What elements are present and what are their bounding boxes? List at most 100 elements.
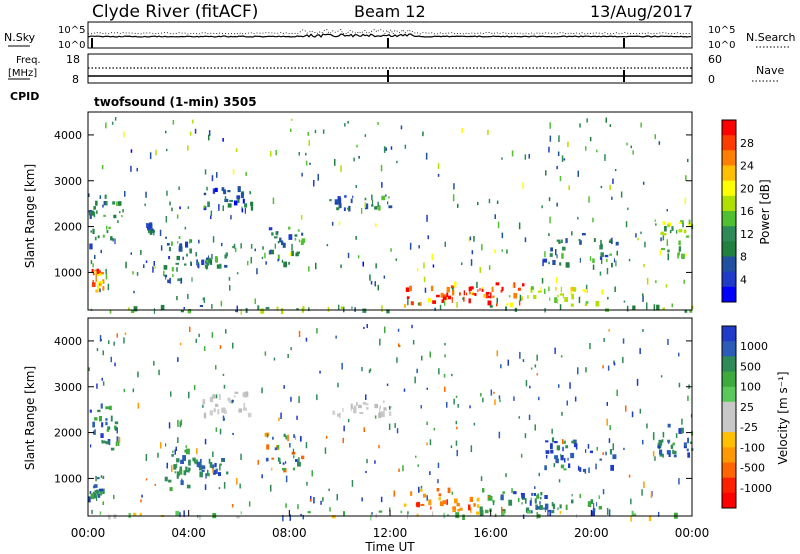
data-cell (537, 493, 539, 496)
data-cell (416, 501, 420, 508)
data-cell (643, 263, 645, 268)
data-cell (602, 489, 605, 495)
data-cell (95, 200, 98, 206)
data-cell (684, 197, 687, 205)
data-cell (338, 221, 341, 226)
data-cell (527, 510, 531, 514)
data-cell (388, 411, 392, 416)
data-cell (678, 229, 683, 233)
data-cell (659, 249, 661, 256)
data-cell (548, 233, 550, 237)
data-cell (548, 197, 551, 202)
data-cell (538, 396, 540, 401)
data-cell (185, 445, 187, 448)
data-cell (671, 226, 674, 231)
data-cell (114, 238, 116, 245)
data-cell (306, 481, 308, 486)
data-cell (198, 333, 200, 338)
data-cell (123, 131, 125, 138)
data-cell (370, 514, 372, 521)
data-cell (593, 503, 595, 509)
data-cell (494, 513, 497, 517)
data-cell (219, 428, 222, 435)
data-cell (179, 466, 183, 471)
data-cell (589, 136, 592, 142)
data-cell (92, 263, 94, 268)
data-cell (489, 495, 493, 501)
data-cell (545, 440, 549, 443)
data-cell (554, 347, 556, 354)
data-cell (240, 192, 244, 199)
data-cell (137, 402, 140, 409)
data-cell (616, 389, 618, 396)
data-cell (585, 367, 587, 373)
data-cell (203, 412, 207, 419)
data-cell (347, 418, 350, 423)
data-cell (548, 286, 550, 292)
data-cell (625, 221, 628, 228)
data-cell (224, 196, 227, 202)
data-cell (91, 269, 94, 273)
data-cell (596, 446, 598, 451)
data-cell (93, 430, 96, 435)
data-cell (393, 490, 395, 497)
data-cell (215, 427, 218, 432)
data-cell (102, 286, 105, 291)
data-cell (89, 243, 93, 250)
data-cell (494, 214, 496, 219)
data-cell (212, 188, 216, 194)
data-cell (124, 191, 126, 197)
data-cell (282, 462, 285, 465)
data-cell (539, 501, 541, 505)
data-cell (598, 505, 603, 510)
data-cell (342, 437, 344, 444)
data-cell (347, 207, 349, 210)
data-cell (99, 288, 101, 293)
data-cell (115, 441, 117, 447)
data-cell (498, 395, 501, 400)
velocity-x-axis: 00:00 04:00 08:00 12:00 16:00 20:00 00:00 (71, 510, 709, 540)
data-cell (122, 209, 124, 213)
data-cell (218, 487, 221, 490)
data-cell (585, 301, 589, 304)
data-cell (501, 232, 504, 239)
data-cell (432, 264, 435, 268)
data-cell (611, 196, 613, 200)
data-cell (102, 350, 104, 356)
data-cell (570, 303, 574, 307)
data-cell (418, 488, 423, 492)
cpid-label: CPID (10, 90, 39, 103)
data-cell (169, 487, 173, 492)
data-cell (130, 309, 135, 313)
data-cell (374, 281, 376, 287)
data-cell (680, 427, 684, 434)
data-cell (329, 199, 332, 202)
data-cell (462, 297, 464, 300)
data-cell (501, 157, 503, 160)
data-cell (90, 444, 92, 448)
data-cell (232, 342, 234, 349)
data-cell (457, 203, 459, 208)
data-cell (380, 496, 383, 503)
data-cell (664, 225, 667, 232)
colorbar-tick-label: 8 (740, 251, 747, 264)
colorbar-tick-label: -100 (740, 441, 765, 454)
data-cell (362, 308, 367, 313)
data-cell (488, 496, 490, 499)
data-cell (511, 488, 513, 493)
data-cell (599, 458, 602, 461)
data-cell (506, 249, 508, 254)
x-tick-label: 12:00 (373, 526, 408, 540)
data-cell (97, 282, 99, 288)
data-cell (92, 421, 95, 428)
data-cell (175, 446, 177, 451)
data-cell (436, 488, 440, 492)
data-cell (654, 219, 656, 222)
data-cell (145, 191, 147, 198)
data-cell (179, 243, 183, 248)
data-cell (179, 469, 182, 474)
data-cell (305, 337, 308, 342)
data-cell (604, 154, 606, 161)
data-cell (571, 499, 574, 504)
data-cell (678, 428, 683, 434)
